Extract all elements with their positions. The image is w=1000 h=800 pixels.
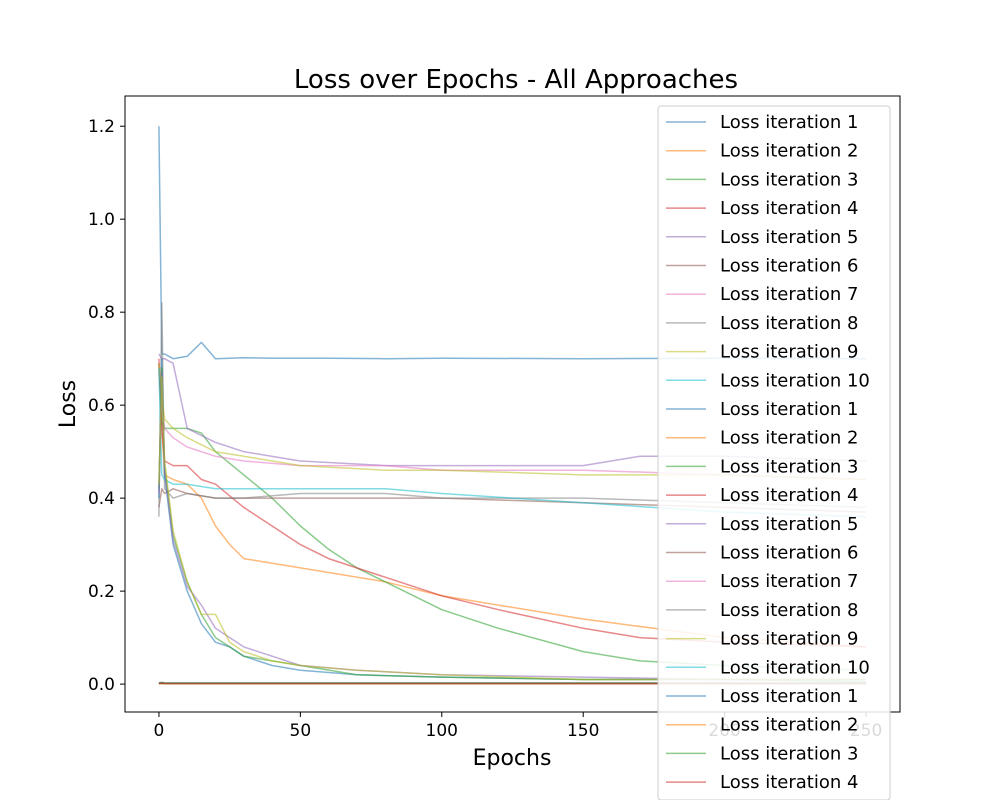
y-axis-ticks: 0.0 0.2 0.4 0.6 0.8 1.0 1.2: [88, 117, 125, 695]
legend-label: Loss iteration 4: [720, 198, 858, 219]
series-line: [158, 126, 867, 360]
series-line: [158, 363, 867, 481]
series-line: [158, 371, 867, 681]
legend-label: Loss iteration 8: [720, 600, 858, 621]
x-tick-label: 0: [154, 721, 165, 741]
y-tick-label: 0.0: [88, 675, 115, 695]
legend-label: Loss iteration 6: [720, 543, 858, 564]
x-tick-label: 50: [290, 721, 312, 741]
y-axis-label: Loss: [56, 380, 81, 428]
x-tick-label: 100: [426, 721, 458, 741]
series-line: [158, 353, 867, 467]
series-line: [158, 363, 867, 648]
y-tick-label: 1.2: [88, 117, 115, 137]
y-tick-label: 0.8: [88, 303, 115, 323]
legend-label: Loss iteration 2: [720, 141, 858, 162]
legend-label: Loss iteration 9: [720, 629, 858, 650]
legend-label: Loss iteration 3: [720, 743, 858, 764]
y-tick-label: 0.2: [88, 582, 115, 602]
legend-label: Loss iteration 7: [720, 284, 858, 305]
legend-label: Loss iteration 8: [720, 313, 858, 334]
legend-label: Loss iteration 7: [720, 571, 858, 592]
legend-label: Loss iteration 4: [720, 485, 858, 506]
legend-label: Loss iteration 2: [720, 715, 858, 736]
legend-label: Loss iteration 10: [720, 370, 870, 391]
legend-label: Loss iteration 4: [720, 772, 858, 793]
legend-label: Loss iteration 3: [720, 169, 858, 190]
chart-title: Loss over Epochs - All Approaches: [294, 65, 738, 95]
x-tick-label: 150: [567, 721, 599, 741]
legend-label: Loss iteration 6: [720, 256, 858, 277]
legend-label: Loss iteration 1: [720, 686, 858, 707]
series-line: [158, 376, 867, 681]
series-line: [158, 302, 867, 517]
legend-label: Loss iteration 1: [720, 399, 858, 420]
legend-label: Loss iteration 5: [720, 227, 858, 248]
y-tick-label: 1.0: [88, 210, 115, 230]
legend-label: Loss iteration 3: [720, 456, 858, 477]
y-tick-label: 0.4: [88, 489, 115, 509]
legend-label: Loss iteration 10: [720, 657, 870, 678]
legend-label: Loss iteration 1: [720, 112, 858, 133]
legend: Loss iteration 1 Loss iteration 2 Loss ite…: [657, 105, 891, 800]
series-line: [158, 358, 867, 481]
legend-label: Loss iteration 9: [720, 342, 858, 363]
x-axis-label: Epochs: [473, 746, 552, 771]
legend-label: Loss iteration 5: [720, 514, 858, 535]
legend-label: Loss iteration 2: [720, 428, 858, 449]
legend-box: [657, 105, 891, 800]
series-lines: [158, 126, 867, 685]
y-tick-label: 0.6: [88, 396, 115, 416]
plot-frame: [124, 95, 901, 713]
series-line: [158, 358, 867, 648]
